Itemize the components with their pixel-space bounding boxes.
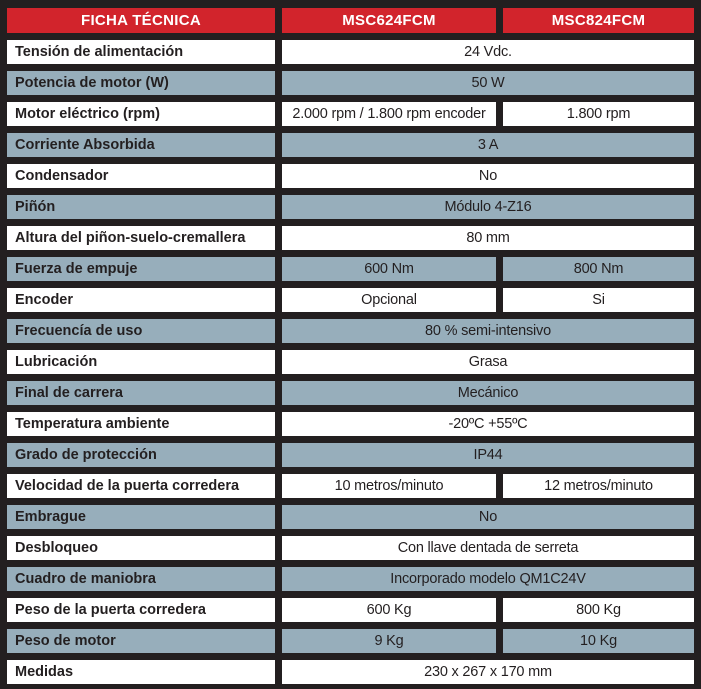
row-label-peso-puerta: Peso de la puerta corredera xyxy=(7,598,275,622)
row-label-fuerza-empuje: Fuerza de empuje xyxy=(7,257,275,281)
row-value-fuerza-empuje-msc824: 800 Nm xyxy=(503,257,694,281)
row-value-altura-pinon: 80 mm xyxy=(282,226,694,250)
row-value-tension: 24 Vdc. xyxy=(282,40,694,64)
row-label-potencia: Potencia de motor (W) xyxy=(7,71,275,95)
row-value-desbloqueo: Con llave dentada de serreta xyxy=(282,536,694,560)
row-value-encoder-msc624: Opcional xyxy=(282,288,496,312)
row-label-frecuencia-uso: Frecuencía de uso xyxy=(7,319,275,343)
row-value-medidas: 230 x 267 x 170 mm xyxy=(282,660,694,684)
row-label-embrague: Embrague xyxy=(7,505,275,529)
row-label-motor-electrico: Motor eléctrico (rpm) xyxy=(7,102,275,126)
row-value-encoder-msc824: Si xyxy=(503,288,694,312)
row-value-grado-proteccion: IP44 xyxy=(282,443,694,467)
row-value-peso-motor-msc824: 10 Kg xyxy=(503,629,694,653)
row-label-temperatura: Temperatura ambiente xyxy=(7,412,275,436)
header-model-msc824fcm: MSC824FCM xyxy=(503,8,694,33)
row-value-velocidad-puerta-msc824: 12 metros/minuto xyxy=(503,474,694,498)
row-value-fuerza-empuje-msc624: 600 Nm xyxy=(282,257,496,281)
header-model-msc624fcm: MSC624FCM xyxy=(282,8,496,33)
row-value-peso-puerta-msc624: 600 Kg xyxy=(282,598,496,622)
row-value-temperatura: -20ºC +55ºC xyxy=(282,412,694,436)
row-label-desbloqueo: Desbloqueo xyxy=(7,536,275,560)
row-value-condensador: No xyxy=(282,164,694,188)
row-value-peso-motor-msc624: 9 Kg xyxy=(282,629,496,653)
row-value-peso-puerta-msc824: 800 Kg xyxy=(503,598,694,622)
row-label-altura-pinon: Altura del piñon-suelo-cremallera xyxy=(7,226,275,250)
row-label-peso-motor: Peso de motor xyxy=(7,629,275,653)
row-value-corriente: 3 A xyxy=(282,133,694,157)
row-value-pinon: Módulo 4-Z16 xyxy=(282,195,694,219)
row-value-frecuencia-uso: 80 % semi-intensivo xyxy=(282,319,694,343)
row-value-embrague: No xyxy=(282,505,694,529)
header-ficha-tecnica: FICHA TÉCNICA xyxy=(7,8,275,33)
row-label-encoder: Encoder xyxy=(7,288,275,312)
row-value-final-carrera: Mecánico xyxy=(282,381,694,405)
row-value-motor-electrico-msc824: 1.800 rpm xyxy=(503,102,694,126)
row-label-velocidad-puerta: Velocidad de la puerta corredera xyxy=(7,474,275,498)
row-value-potencia: 50 W xyxy=(282,71,694,95)
row-label-grado-proteccion: Grado de protección xyxy=(7,443,275,467)
row-label-medidas: Medidas xyxy=(7,660,275,684)
row-label-tension: Tensión de alimentación xyxy=(7,40,275,64)
row-label-corriente: Corriente Absorbida xyxy=(7,133,275,157)
row-label-cuadro-maniobra: Cuadro de maniobra xyxy=(7,567,275,591)
row-value-cuadro-maniobra: Incorporado modelo QM1C24V xyxy=(282,567,694,591)
row-value-motor-electrico-msc624: 2.000 rpm / 1.800 rpm encoder xyxy=(282,102,496,126)
row-label-condensador: Condensador xyxy=(7,164,275,188)
row-label-lubricacion: Lubricación xyxy=(7,350,275,374)
row-value-lubricacion: Grasa xyxy=(282,350,694,374)
row-label-pinon: Piñón xyxy=(7,195,275,219)
row-value-velocidad-puerta-msc624: 10 metros/minuto xyxy=(282,474,496,498)
row-label-final-carrera: Final de carrera xyxy=(7,381,275,405)
